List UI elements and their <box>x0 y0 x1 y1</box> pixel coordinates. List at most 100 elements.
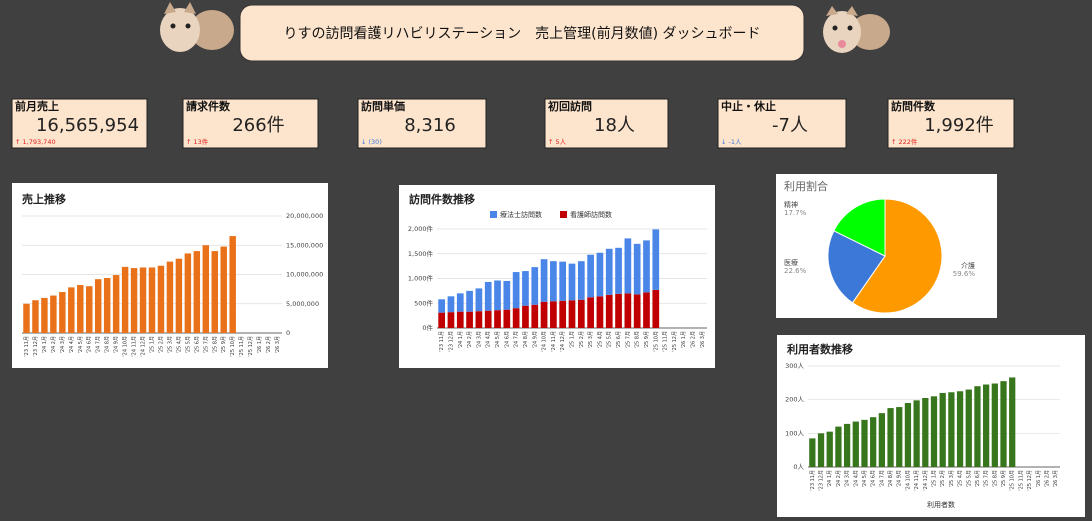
x-tick-label: '24 3月 <box>60 336 66 354</box>
x-tick-label: '25 12月 <box>248 336 254 357</box>
bar <box>1009 377 1016 467</box>
x-tick-label: '26 3月 <box>1053 470 1059 488</box>
x-tick-label: '24 12月 <box>923 470 929 491</box>
x-tick-label: '24 10月 <box>542 331 548 352</box>
squirrel-left <box>160 2 234 52</box>
x-tick-label: '23 11月 <box>810 470 816 491</box>
bar <box>652 229 660 290</box>
bar <box>643 292 650 328</box>
kpi-value: 266件 <box>232 115 284 136</box>
bar <box>568 263 576 301</box>
x-tick-label: '24 9月 <box>532 331 538 349</box>
header-title: りすの訪問看護リハビリステーション 売上管理(前月数値) ダッシュボード <box>283 25 760 42</box>
x-tick-label: '26 2月 <box>1044 470 1050 488</box>
x-tick-label: '25 5月 <box>185 336 191 354</box>
bar <box>456 293 464 312</box>
pie-value-label: 59.6% <box>953 270 976 278</box>
bar <box>930 396 938 467</box>
x-tick-label: '26 1月 <box>1036 470 1042 488</box>
bar <box>939 392 946 467</box>
header-box <box>239 4 805 62</box>
x-tick-label: '24 3月 <box>845 470 851 488</box>
squirrel-right <box>823 6 890 53</box>
x-tick-label: '24 11月 <box>132 336 138 357</box>
bar <box>956 391 964 467</box>
bar <box>193 251 201 333</box>
x-tick-label: '24 1月 <box>827 470 833 488</box>
x-tick-label: '25 2月 <box>940 470 946 488</box>
bar <box>148 267 156 333</box>
x-tick-label: '24 12月 <box>141 336 147 357</box>
kpi-value: 16,565,954 <box>36 115 139 136</box>
x-tick-label: '26 2月 <box>691 331 697 349</box>
x-tick-label: '25 3月 <box>949 470 955 488</box>
kpi-label: 初回訪問 <box>548 99 592 113</box>
y-tick-label: 1,000件 <box>408 274 434 283</box>
kpi-label: 前月売上 <box>15 99 59 113</box>
bar <box>32 300 39 333</box>
x-tick-label: '26 1月 <box>257 336 263 354</box>
bar <box>965 389 972 467</box>
bar <box>59 292 66 333</box>
bar <box>624 238 632 294</box>
bar <box>157 265 165 333</box>
y-tick-label: 2,000件 <box>408 224 434 233</box>
kpi-change: ↓ (30) <box>361 138 382 146</box>
x-tick-label: '24 3月 <box>476 331 482 349</box>
kpi-card <box>544 98 669 149</box>
y-tick-label: 1,500件 <box>408 249 434 258</box>
bar <box>503 280 511 310</box>
bar <box>904 403 912 467</box>
x-tick-label: '24 12月 <box>560 331 566 352</box>
bar <box>512 308 520 328</box>
x-tick-label: '25 9月 <box>221 336 227 354</box>
kpi-change: ↓ -1人 <box>721 138 742 146</box>
x-tick-label: '24 8月 <box>523 331 529 349</box>
x-tick-label: '24 4月 <box>853 470 859 488</box>
bar <box>540 301 548 328</box>
bar <box>559 261 567 301</box>
x-tick-label: '24 4月 <box>69 336 75 354</box>
bar <box>447 312 455 328</box>
bar <box>826 431 833 467</box>
bar <box>948 392 955 467</box>
y-tick-label: 100人 <box>785 429 804 437</box>
bar <box>484 310 492 328</box>
y-tick-label: 15,000,000 <box>286 241 323 249</box>
y-tick-label: 5,000,000 <box>286 300 319 308</box>
bar <box>229 236 236 333</box>
bar <box>94 279 102 333</box>
bar <box>887 408 894 467</box>
x-tick-label: '26 3月 <box>700 331 706 349</box>
panel <box>399 185 715 368</box>
x-tick-label: '25 9月 <box>644 331 650 349</box>
bar <box>484 281 492 311</box>
bar <box>77 285 84 333</box>
bar <box>86 286 93 333</box>
x-tick-label: '25 6月 <box>616 331 622 349</box>
pie-slice <box>827 230 886 304</box>
x-tick-label: '25 11月 <box>663 331 669 352</box>
bar <box>861 419 868 467</box>
bar <box>220 246 227 333</box>
x-tick-label: '25 4月 <box>176 336 182 354</box>
x-tick-label: '25 2月 <box>158 336 164 354</box>
kpi-value: 1,992件 <box>924 115 994 136</box>
x-tick-label: '25 3月 <box>588 331 594 349</box>
bar <box>974 386 981 467</box>
bar <box>843 423 851 467</box>
chart-title: 訪問件数推移 <box>409 192 475 206</box>
x-tick-label: '24 2月 <box>467 331 473 349</box>
x-tick-label: '24 7月 <box>879 470 885 488</box>
bar <box>870 417 877 467</box>
chart-title: 利用者数推移 <box>787 342 853 356</box>
bar <box>512 272 520 309</box>
bar <box>615 293 622 328</box>
bar <box>531 304 539 328</box>
x-tick-label: '25 4月 <box>597 331 603 349</box>
x-tick-label: '25 6月 <box>194 336 200 354</box>
bar <box>540 259 548 302</box>
bar <box>550 301 557 328</box>
x-tick-label: '24 9月 <box>114 336 120 354</box>
